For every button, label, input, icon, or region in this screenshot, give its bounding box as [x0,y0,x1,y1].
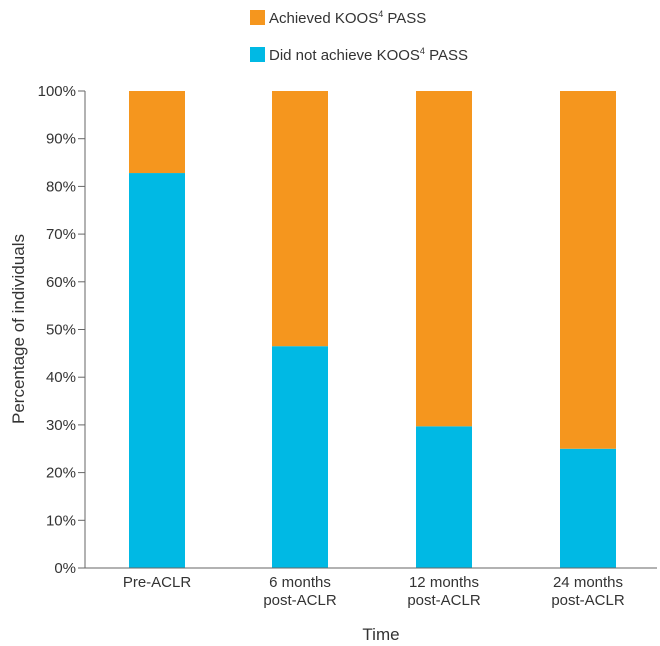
x-tick-label: 6 months post-ACLR [263,574,337,609]
bar-achieved-1 [272,91,328,347]
bars [129,91,616,568]
bar-achieved-2 [416,91,472,427]
y-tick-label: 60% [46,274,76,291]
y-tick-label: 100% [38,83,76,100]
legend-swatch-0 [250,10,265,25]
y-tick-label: 10% [46,512,76,529]
bar-not-achieved-1 [272,346,328,568]
y-tick-label: 90% [46,131,76,148]
y-tick-label: 50% [46,322,76,339]
bar-achieved-0 [129,91,185,174]
legend-swatch-1 [250,47,265,62]
y-tick-label: 20% [46,465,76,482]
x-axis-title: Time [362,625,399,644]
legend-label-1: Did not achieve KOOS4 PASS [269,46,468,64]
y-tick-label: 80% [46,178,76,195]
bar-not-achieved-2 [416,426,472,568]
y-tick-label: 0% [54,560,76,577]
legend-label-0: Achieved KOOS4 PASS [269,9,426,27]
y-tick-label: 30% [46,417,76,434]
legend: Achieved KOOS4 PASS Did not achieve KOOS4… [250,9,468,64]
y-tick-label: 70% [46,226,76,243]
y-ticks: 0% 10% 20% 30% 40% 50% 60% 70% 80% 90% 100% [38,83,85,577]
bar-achieved-3 [560,91,616,449]
x-ticks: Pre-ACLR 6 months post-ACLR 12 months post-A… [123,574,625,609]
bar-not-achieved-3 [560,448,616,568]
y-tick-label: 40% [46,369,76,386]
x-tick-label: 12 months post-ACLR [407,574,481,609]
x-tick-label: 24 months post-ACLR [551,574,625,609]
bar-not-achieved-0 [129,173,185,568]
y-axis-title: Percentage of individuals [9,234,28,424]
x-tick-label: Pre-ACLR [123,574,192,591]
